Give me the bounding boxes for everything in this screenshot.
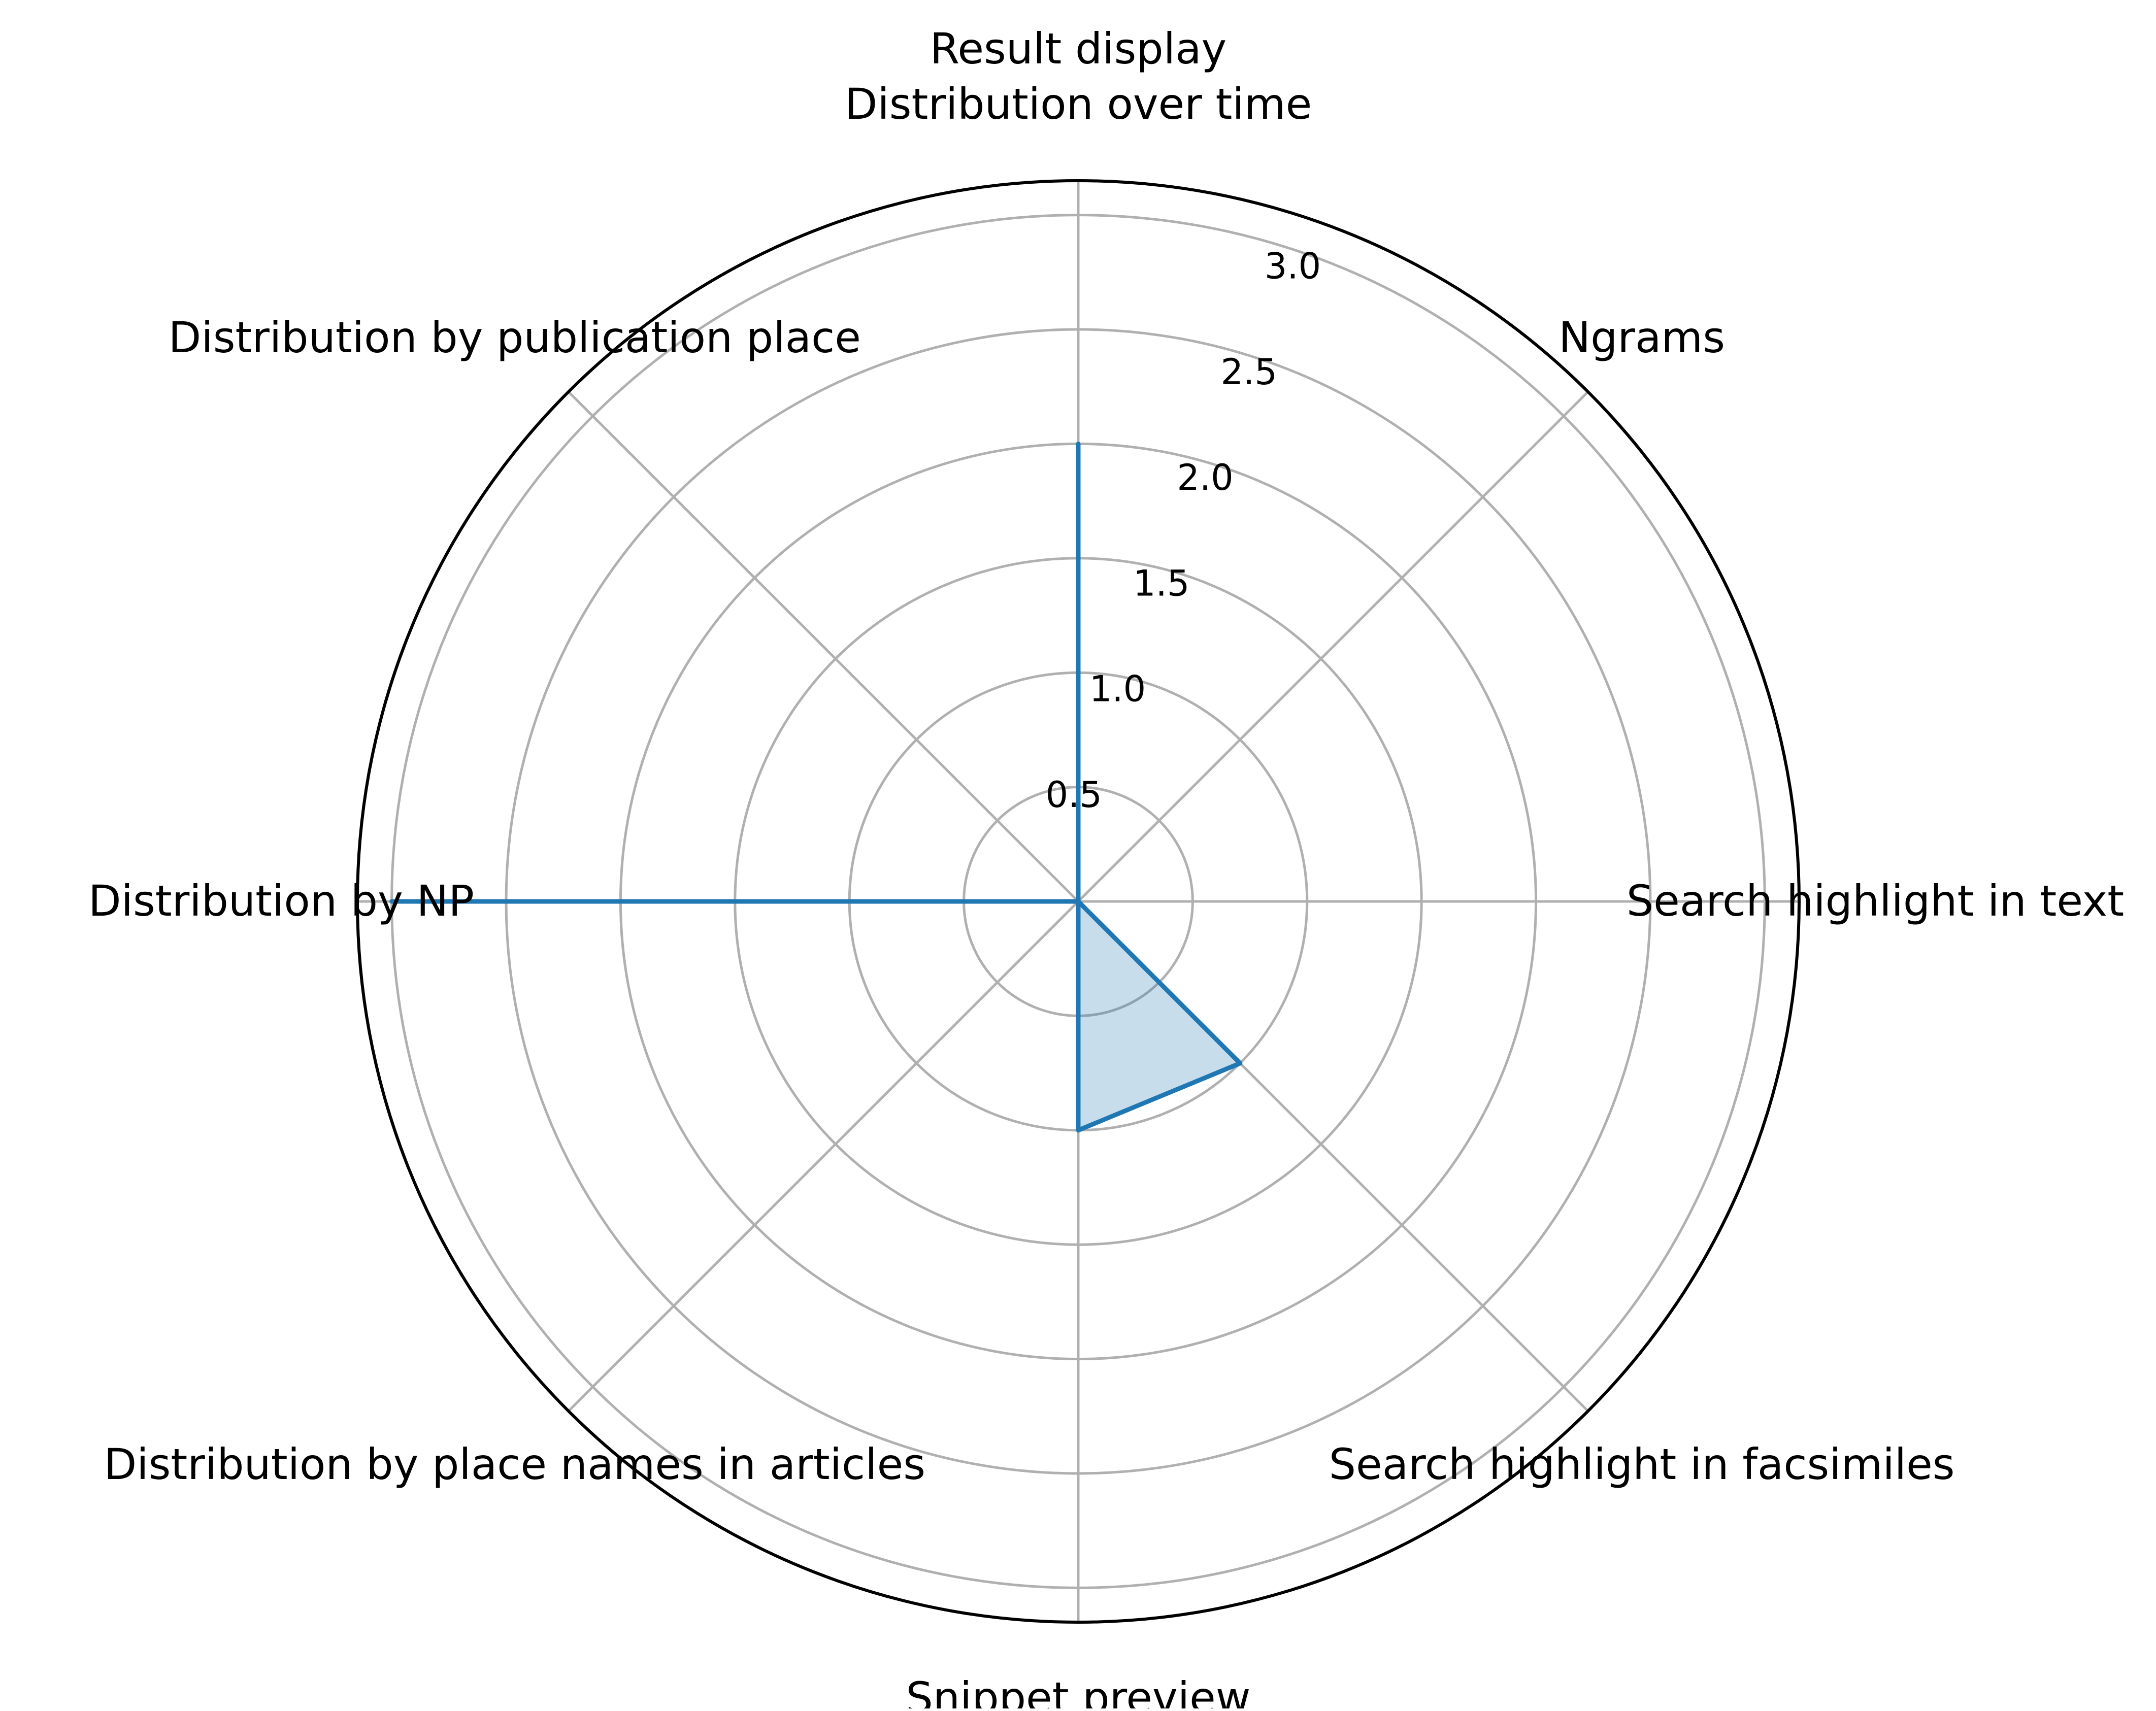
category-label-6: Distribution by place names in articles (104, 1439, 925, 1489)
r-tick-label: 2.5 (1221, 351, 1277, 393)
r-tick-label: 3.0 (1265, 246, 1321, 287)
r-tick-label: 1.5 (1133, 562, 1189, 604)
tick-label-layer: 0.5 1.0 1.5 2.0 2.5 3.0 (1046, 246, 1321, 816)
axis-layer (356, 179, 1801, 1624)
series-line-1 (389, 441, 1243, 1133)
category-label-4: Search highlight in facsimiles (1329, 1439, 1955, 1489)
category-label-1: Distribution over time (845, 79, 1312, 129)
category-label-8: Distribution by publication place (169, 313, 861, 362)
category-label-3: Search highlight in text (1627, 876, 2124, 926)
category-label-2: Ngrams (1558, 313, 1725, 362)
series-layer (389, 441, 1243, 1133)
r-tick-label: 0.5 (1046, 774, 1102, 816)
polar-frame (356, 179, 1801, 1624)
series-fill-1 (391, 444, 1240, 1130)
spoke-6 (568, 900, 1079, 1412)
spoke-2 (1077, 391, 1589, 902)
category-label-7: Distribution by NP (88, 876, 474, 926)
r-tick-label: 1.0 (1089, 668, 1146, 710)
chart-title: Result display (930, 24, 1227, 74)
r-tick-label: 2.0 (1177, 457, 1233, 498)
spoke-8 (568, 391, 1079, 902)
category-label-5: Snippet preview (906, 1673, 1251, 1708)
category-label-layer: Distribution over time Ngrams Search highl… (88, 79, 2124, 1711)
